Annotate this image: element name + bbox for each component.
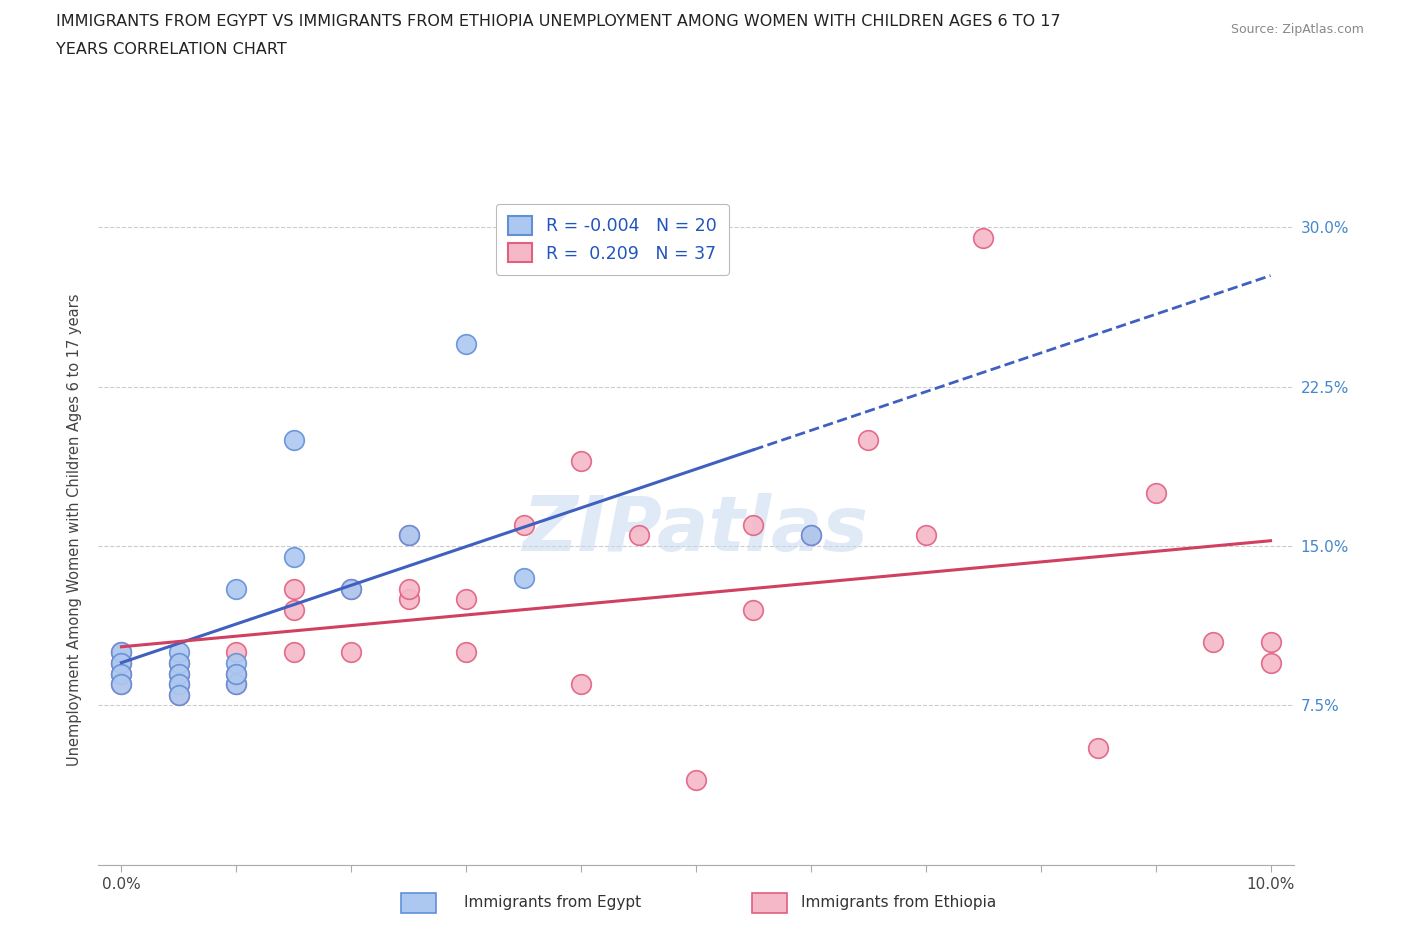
Point [1260,634,1282,649]
Point [456,337,478,352]
Point [110,666,132,681]
Point [742,603,765,618]
Point [110,656,132,671]
Point [110,644,132,659]
Point [225,666,247,681]
Text: IMMIGRANTS FROM EGYPT VS IMMIGRANTS FROM ETHIOPIA UNEMPLOYMENT AMONG WOMEN WITH : IMMIGRANTS FROM EGYPT VS IMMIGRANTS FROM… [56,14,1062,29]
Point [110,666,132,681]
Text: Immigrants from Egypt: Immigrants from Egypt [464,895,641,910]
Point [456,644,478,659]
Text: YEARS CORRELATION CHART: YEARS CORRELATION CHART [56,42,287,57]
Point [167,687,190,702]
Point [283,550,305,565]
Point [167,666,190,681]
Point [167,677,190,692]
Point [110,644,132,659]
Point [456,591,478,606]
Point [972,231,994,246]
Point [225,677,247,692]
Point [398,581,420,596]
Point [569,677,592,692]
Point [398,591,420,606]
Y-axis label: Unemployment Among Women with Children Ages 6 to 17 years: Unemployment Among Women with Children A… [67,294,83,766]
Point [800,528,823,543]
Text: Source: ZipAtlas.com: Source: ZipAtlas.com [1230,23,1364,36]
Point [914,528,936,543]
Point [225,656,247,671]
Point [110,656,132,671]
Point [225,677,247,692]
Point [225,644,247,659]
Point [283,432,305,447]
Point [398,528,420,543]
Point [1260,656,1282,671]
Point [167,644,190,659]
Point [167,687,190,702]
Point [340,644,363,659]
Point [800,528,823,543]
Point [167,666,190,681]
Point [627,528,650,543]
Point [340,581,363,596]
Point [1202,634,1225,649]
Point [167,656,190,671]
Text: ZIPatlas: ZIPatlas [523,493,869,567]
Point [167,656,190,671]
Point [685,773,707,788]
Point [512,517,534,532]
Point [167,677,190,692]
Point [110,677,132,692]
Point [283,581,305,596]
Legend: R = -0.004   N = 20, R =  0.209   N = 37: R = -0.004 N = 20, R = 0.209 N = 37 [496,204,728,274]
Point [225,666,247,681]
Point [398,528,420,543]
Point [1087,740,1109,755]
Point [283,603,305,618]
Point [858,432,880,447]
Point [1144,485,1167,500]
Point [512,570,534,585]
Point [225,581,247,596]
Point [283,644,305,659]
Point [110,677,132,692]
Point [742,517,765,532]
Point [569,454,592,469]
Point [340,581,363,596]
Text: Immigrants from Ethiopia: Immigrants from Ethiopia [801,895,997,910]
